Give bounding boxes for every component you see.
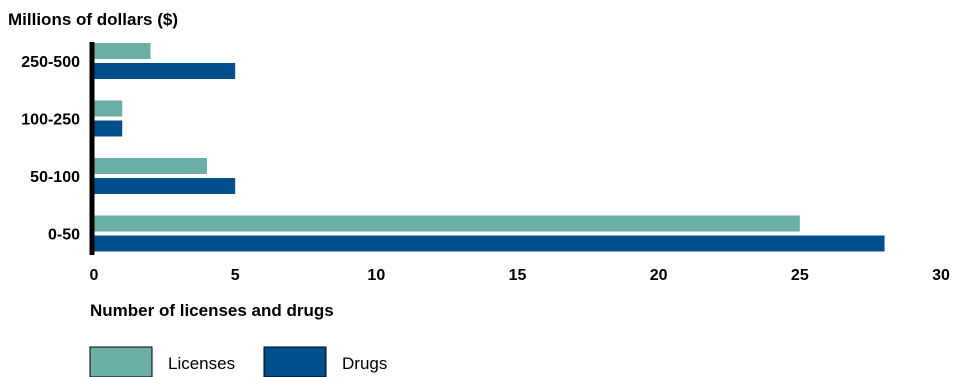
x-tick-20: 20: [650, 267, 668, 284]
bar-drugs-50-100: [94, 178, 236, 194]
x-tick-30: 30: [932, 267, 950, 284]
legend-label-licenses: Licenses: [168, 354, 235, 373]
bar-licenses-0-50: [94, 215, 800, 232]
category-label-50-100: 50-100: [30, 169, 80, 186]
x-tick-15: 15: [509, 267, 527, 284]
legend-swatch-drugs: [263, 346, 327, 377]
category-labels: 250-500 100-250 50-100 0-50: [21, 54, 80, 244]
bar-licenses-100-250: [94, 100, 123, 117]
bar-drugs-0-50: [94, 235, 885, 252]
legend: Licenses Drugs: [89, 346, 387, 377]
y-axis-label: Millions of dollars ($): [8, 10, 178, 29]
category-label-250-500: 250-500: [21, 54, 80, 71]
x-tick-labels: 0 5 10 15 20 25 30: [90, 267, 950, 284]
x-axis-label: Number of licenses and drugs: [90, 301, 334, 320]
x-tick-10: 10: [367, 267, 385, 284]
bar-licenses-250-500: [94, 43, 151, 59]
legend-label-drugs: Drugs: [342, 354, 387, 373]
category-label-100-250: 100-250: [21, 112, 80, 129]
x-tick-25: 25: [791, 267, 809, 284]
x-tick-0: 0: [90, 267, 99, 284]
bar-drugs-100-250: [94, 120, 123, 137]
bars-group: [94, 43, 885, 252]
category-label-0-50: 0-50: [48, 227, 80, 244]
bar-licenses-50-100: [94, 158, 207, 174]
x-tick-5: 5: [231, 267, 240, 284]
bar-drugs-250-500: [94, 63, 236, 79]
legend-swatch-licenses: [89, 346, 153, 377]
